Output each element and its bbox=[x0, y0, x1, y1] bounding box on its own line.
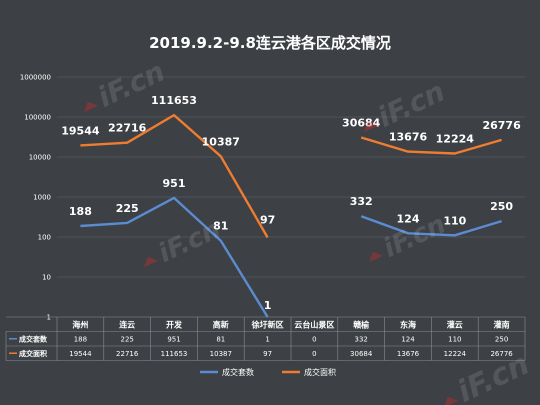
y-tick-label: 1000000 bbox=[20, 74, 51, 82]
x-category-label: 灌云 bbox=[447, 319, 463, 329]
series-line-area bbox=[80, 113, 502, 239]
y-tick-label: 100 bbox=[38, 234, 51, 242]
data-label: 30684 bbox=[342, 117, 381, 130]
data-label: 12224 bbox=[436, 133, 475, 146]
table-cell: 188 bbox=[74, 335, 87, 343]
table-cell: 124 bbox=[401, 335, 415, 343]
x-category-label: 徐圩新区 bbox=[251, 319, 284, 329]
legend: 成交套数 成交面积 bbox=[200, 367, 336, 377]
data-label: 19544 bbox=[61, 124, 100, 137]
x-category-label: 云台山景区 bbox=[294, 319, 334, 329]
x-category-label: 赣榆 bbox=[353, 319, 370, 329]
series-lines bbox=[80, 113, 502, 318]
house-logo-watermark bbox=[368, 251, 384, 263]
chart-title: 2019.9.2-9.8连云港各区成交情况 bbox=[149, 34, 391, 52]
house-logo-watermark bbox=[443, 396, 459, 405]
table-cell: 110 bbox=[448, 335, 461, 343]
table-row-header: 成交面积 bbox=[19, 349, 47, 358]
watermark-text: iF.cn bbox=[373, 75, 450, 134]
table-cell: 26776 bbox=[490, 350, 513, 358]
data-label: 225 bbox=[116, 202, 139, 215]
y-tick-label: 100000 bbox=[24, 114, 51, 122]
y-tick-label: 10 bbox=[42, 274, 51, 282]
y-tick-label: 1 bbox=[47, 314, 51, 322]
y-axis: 1 10 100 1000 10000 100000 1000000 bbox=[20, 74, 51, 322]
data-label: 111653 bbox=[151, 94, 197, 107]
data-label: 1 bbox=[264, 299, 272, 312]
table-cell: 13676 bbox=[397, 350, 420, 358]
y-tick-label: 1000 bbox=[33, 194, 51, 202]
table-cell: 951 bbox=[167, 335, 180, 343]
table-cell: 22716 bbox=[116, 350, 139, 358]
x-category-label: 高新 bbox=[213, 319, 229, 329]
table-cell: 19544 bbox=[69, 350, 92, 358]
watermark-text: iF.cn bbox=[154, 214, 225, 269]
table-cell: 81 bbox=[216, 335, 225, 343]
table-cell: 250 bbox=[495, 335, 508, 343]
table-cell: 0 bbox=[312, 335, 316, 343]
data-label: 13676 bbox=[389, 131, 428, 144]
data-labels: 188 225 951 81 1 332 124 110 250 19544 22716 111653… bbox=[61, 94, 521, 312]
data-label: 250 bbox=[490, 200, 513, 213]
data-label: 951 bbox=[163, 177, 186, 190]
x-category-label: 灌南 bbox=[494, 319, 510, 329]
data-label: 110 bbox=[443, 214, 466, 227]
series-line-sets bbox=[80, 196, 502, 318]
house-logo-watermark bbox=[363, 121, 379, 133]
table-cell: 111653 bbox=[161, 350, 188, 358]
data-label: 124 bbox=[397, 212, 420, 225]
data-label: 97 bbox=[260, 214, 275, 227]
x-category-label: 开发 bbox=[166, 319, 183, 329]
data-label: 26776 bbox=[482, 119, 521, 132]
table-cell: 0 bbox=[312, 350, 316, 358]
data-label: 22716 bbox=[108, 122, 147, 135]
data-label: 332 bbox=[350, 195, 373, 208]
table-cell: 97 bbox=[263, 350, 272, 358]
x-category-label: 海州 bbox=[72, 319, 88, 329]
house-logo-watermark bbox=[143, 256, 159, 268]
table-cell: 225 bbox=[121, 335, 134, 343]
legend-label: 成交套数 bbox=[222, 367, 254, 377]
x-category-label: 连云 bbox=[119, 319, 135, 329]
data-label: 10387 bbox=[202, 135, 240, 148]
legend-label: 成交面积 bbox=[304, 367, 336, 377]
data-label: 81 bbox=[213, 220, 228, 233]
table-cell: 30684 bbox=[350, 350, 373, 358]
table-cell: 10387 bbox=[210, 350, 232, 358]
house-logo-watermark bbox=[83, 101, 99, 113]
table-cell: 12224 bbox=[444, 350, 467, 358]
gridlines bbox=[57, 76, 525, 278]
table-cell: 332 bbox=[355, 335, 368, 343]
watermark-mark: iF.cn bbox=[83, 55, 170, 114]
watermark-mark: iF.cn bbox=[143, 214, 225, 269]
data-label: 188 bbox=[69, 205, 92, 218]
x-category-label: 东海 bbox=[400, 319, 416, 329]
table-cell: 1 bbox=[265, 335, 269, 343]
y-tick-label: 10000 bbox=[29, 154, 51, 162]
table-row-header: 成交套数 bbox=[19, 334, 48, 343]
